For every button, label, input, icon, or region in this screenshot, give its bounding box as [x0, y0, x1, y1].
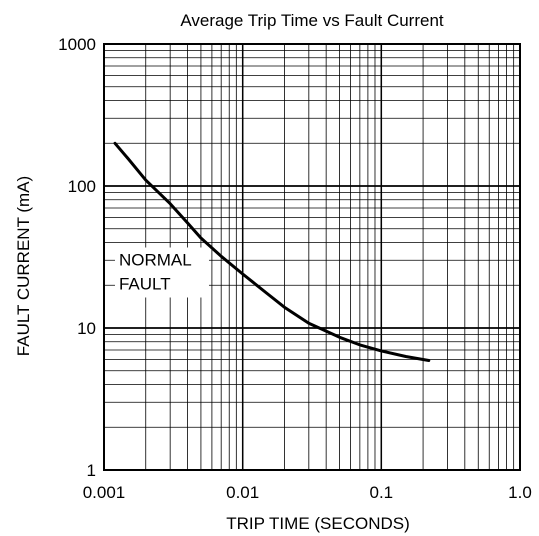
- annotation-background: [114, 247, 209, 298]
- series-points: [114, 143, 429, 361]
- y-tick-label: 100: [68, 177, 96, 196]
- x-axis-label: TRIP TIME (SECONDS): [226, 514, 410, 533]
- plot-frame: [103, 43, 521, 471]
- y-tick-label: 1: [87, 461, 96, 480]
- chart-title: Average Trip Time vs Fault Current: [180, 11, 444, 30]
- y-axis-label: FAULT CURRENT (mA): [14, 176, 33, 356]
- grid: [103, 43, 521, 471]
- annotation-fault: FAULT: [119, 274, 171, 293]
- x-tick-label: 0.1: [370, 483, 394, 502]
- series-line: [113, 141, 431, 362]
- x-tick-label: 0.01: [226, 483, 259, 502]
- y-tick-labels: 1 10 100 1000: [58, 35, 96, 480]
- x-tick-labels: 0.001 0.01 0.1 1.0: [83, 483, 532, 502]
- y-tick-label: 1000: [58, 35, 96, 54]
- x-tick-label: 1.0: [508, 483, 532, 502]
- x-tick-label: 0.001: [83, 483, 126, 502]
- y-tick-label: 10: [77, 319, 96, 338]
- annotation-normal: NORMAL: [119, 250, 192, 269]
